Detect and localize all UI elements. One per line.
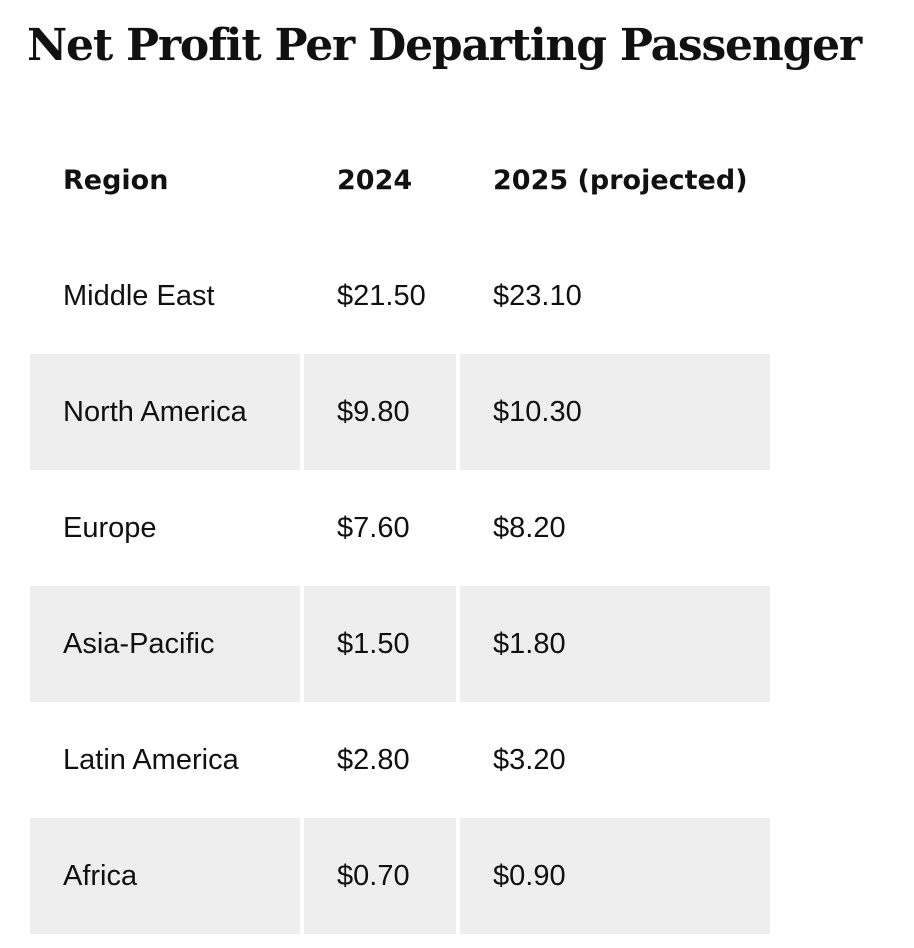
value-2024-cell: $9.80 xyxy=(304,354,456,470)
value-2025-cell: $8.20 xyxy=(493,511,566,544)
column-header-2025-projected: 2025 (projected) xyxy=(493,164,748,196)
value-2024-cell: $21.50 xyxy=(337,279,426,312)
profit-table: Region 2024 2025 (projected) Middle East… xyxy=(30,122,770,934)
value-2025-cell: $10.30 xyxy=(460,354,770,470)
region-cell: Africa xyxy=(30,818,300,934)
value-2025-cell: $0.90 xyxy=(460,818,770,934)
value-2025-cell: $23.10 xyxy=(493,279,582,312)
column-header-region: Region xyxy=(63,164,169,196)
region-cell: North America xyxy=(30,354,300,470)
value-2024-cell: $0.70 xyxy=(304,818,456,934)
column-header-2024: 2024 xyxy=(337,164,413,196)
table-row: North America $9.80 $10.30 xyxy=(30,354,770,470)
value-2024-cell: $2.80 xyxy=(337,743,410,776)
value-2025-cell: $3.20 xyxy=(493,743,566,776)
page-title: Net Profit Per Departing Passenger xyxy=(27,20,862,71)
table-header-row: Region 2024 2025 (projected) xyxy=(30,122,770,238)
table-row: Asia-Pacific $1.50 $1.80 xyxy=(30,586,770,702)
table-row: Middle East $21.50 $23.10 xyxy=(30,238,770,354)
region-cell: Europe xyxy=(63,511,157,544)
value-2025-cell: $1.80 xyxy=(460,586,770,702)
table-row: Latin America $2.80 $3.20 xyxy=(30,702,770,818)
region-cell: Middle East xyxy=(63,279,215,312)
value-2024-cell: $7.60 xyxy=(337,511,410,544)
region-cell: Asia-Pacific xyxy=(30,586,300,702)
table-row: Africa $0.70 $0.90 xyxy=(30,818,770,934)
value-2024-cell: $1.50 xyxy=(304,586,456,702)
table-row: Europe $7.60 $8.20 xyxy=(30,470,770,586)
region-cell: Latin America xyxy=(63,743,239,776)
